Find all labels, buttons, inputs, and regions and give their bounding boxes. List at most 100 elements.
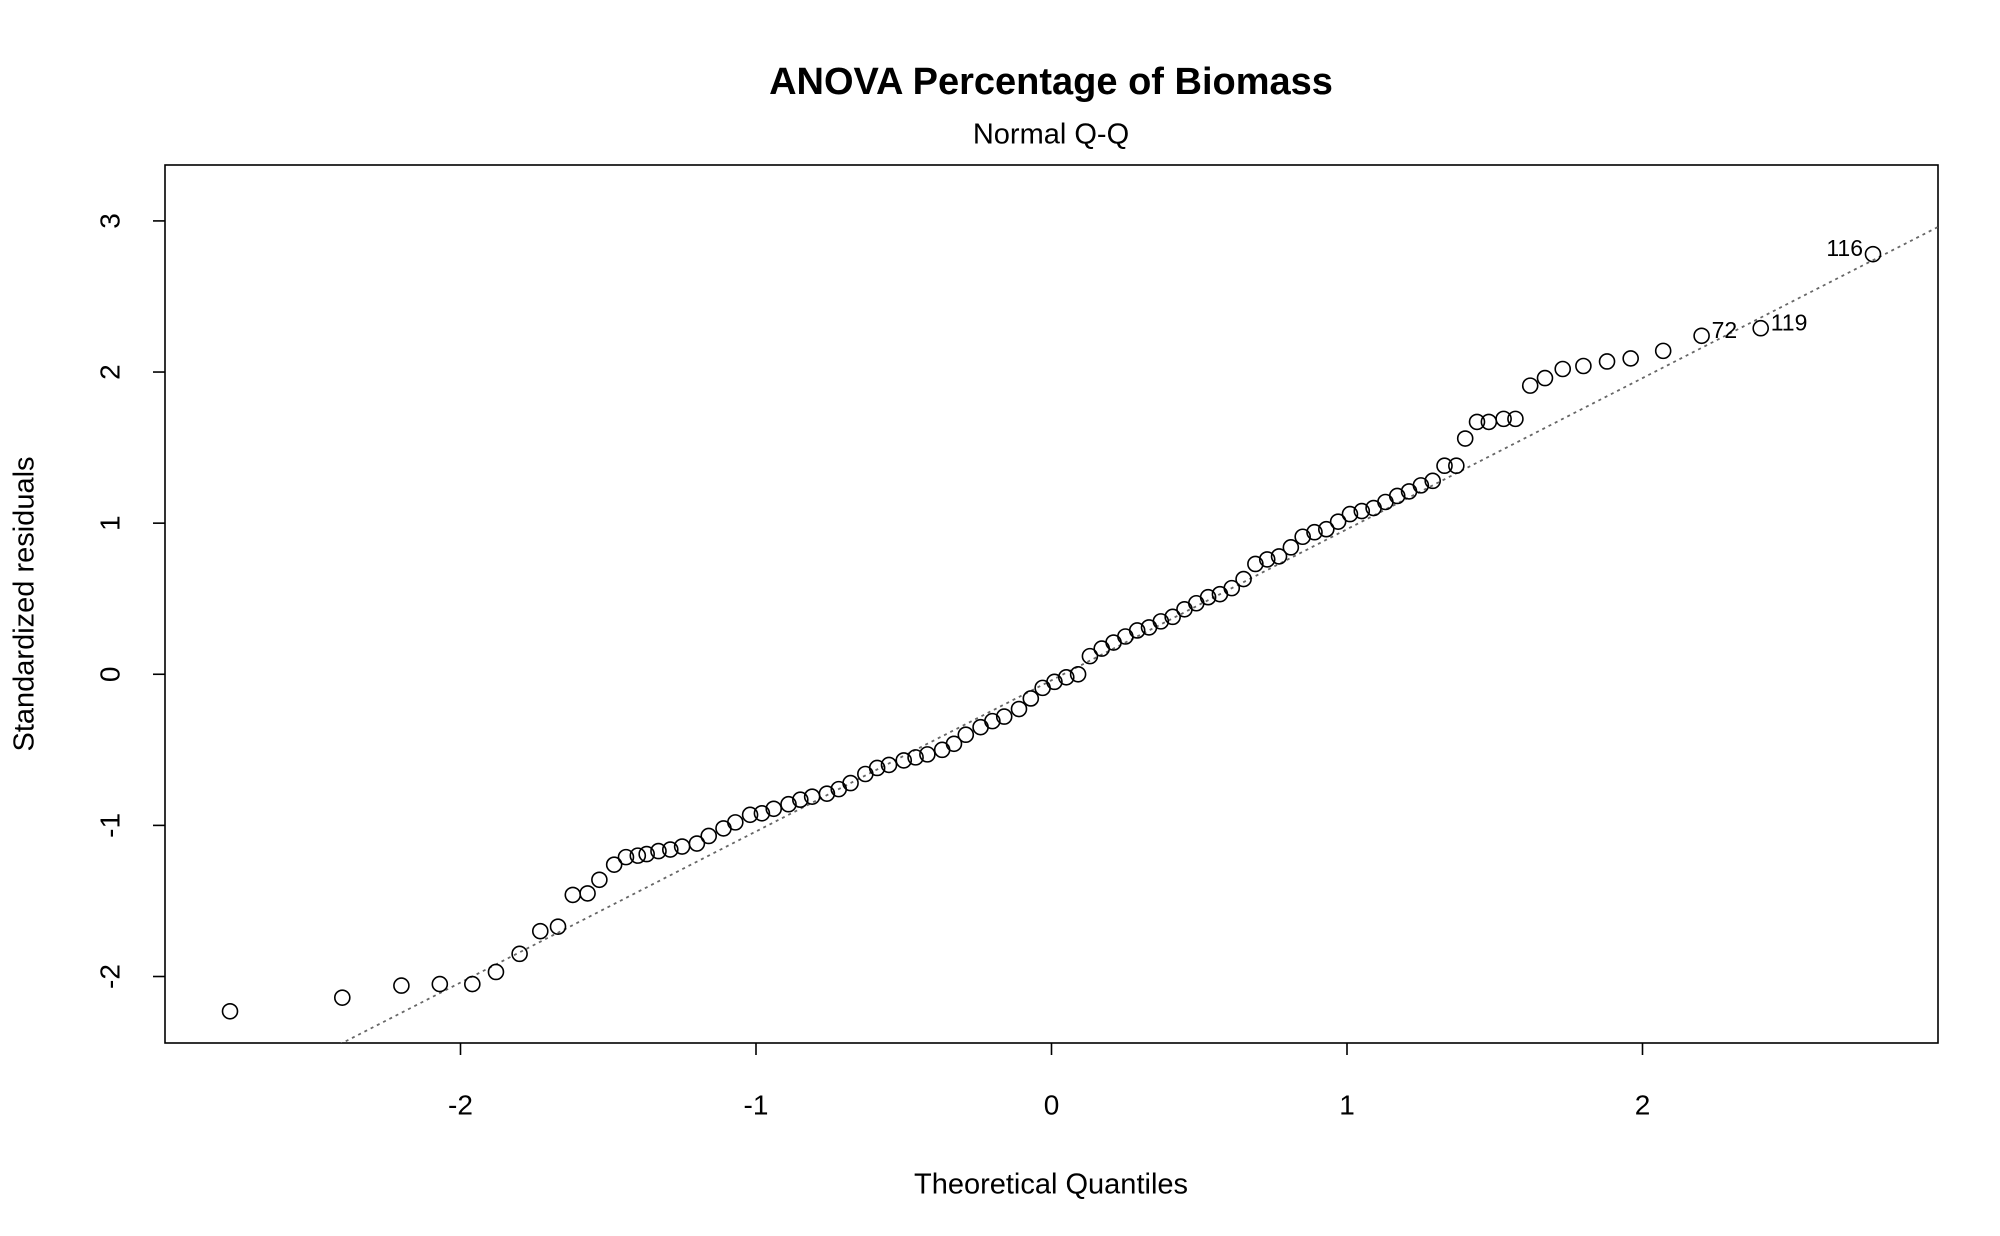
point	[842, 774, 859, 792]
point	[1864, 245, 1882, 263]
point	[727, 814, 744, 831]
point	[1622, 350, 1639, 367]
point	[880, 756, 898, 774]
point	[1521, 377, 1539, 394]
point	[629, 847, 647, 864]
point	[1575, 357, 1592, 375]
point	[1010, 700, 1028, 718]
y-tick-label: 1	[94, 515, 125, 531]
point	[1448, 457, 1465, 475]
point	[1176, 600, 1193, 618]
point	[1128, 622, 1146, 639]
point	[1069, 665, 1087, 683]
point	[1456, 430, 1474, 447]
point	[907, 749, 924, 766]
point	[1536, 369, 1554, 387]
y-tick-label: 0	[94, 666, 125, 682]
point	[753, 804, 771, 822]
point	[765, 800, 783, 818]
point	[617, 848, 635, 866]
point	[1554, 360, 1572, 378]
y-tick-label: 2	[94, 364, 125, 380]
point	[1199, 588, 1217, 606]
x-tick-label: 1	[1339, 1089, 1355, 1120]
point	[1247, 555, 1264, 573]
point	[1495, 410, 1512, 428]
point	[549, 918, 567, 935]
point	[1654, 342, 1672, 360]
point	[662, 841, 679, 858]
point	[431, 975, 449, 993]
x-tick-label: 2	[1635, 1089, 1651, 1120]
point-label: 119	[1771, 309, 1808, 335]
point-label: 116	[1826, 235, 1863, 261]
point	[1022, 690, 1040, 707]
point	[688, 835, 706, 852]
point	[857, 765, 874, 783]
point	[780, 795, 797, 813]
point	[1235, 570, 1252, 588]
point	[1377, 493, 1394, 511]
y-tick-label: 3	[94, 213, 125, 229]
point	[1164, 608, 1181, 626]
point	[984, 712, 1001, 730]
point	[1693, 327, 1710, 345]
point	[1294, 528, 1311, 546]
point	[995, 708, 1013, 725]
point	[221, 1002, 239, 1020]
point	[1258, 551, 1276, 568]
point	[591, 871, 608, 889]
plot-area	[340, 226, 1938, 1043]
point	[741, 806, 759, 824]
point	[393, 977, 410, 994]
point	[1412, 477, 1430, 494]
point	[1436, 457, 1453, 475]
point	[1081, 647, 1099, 665]
point	[1388, 487, 1406, 505]
point	[1507, 410, 1524, 428]
x-tick-label: 0	[1044, 1089, 1060, 1120]
point	[638, 845, 655, 863]
point	[1329, 513, 1347, 530]
point	[792, 791, 809, 808]
point	[1480, 413, 1498, 431]
point	[1282, 539, 1300, 556]
x-axis-label: Theoretical Quantiles	[914, 1169, 1188, 1201]
point	[818, 785, 836, 802]
chart-subtitle: Normal Q-Q	[973, 119, 1129, 151]
point	[868, 759, 886, 777]
plot-frame	[164, 164, 1939, 1044]
point-label: 72	[1712, 317, 1738, 343]
x-tick-label: -2	[448, 1089, 473, 1120]
point	[333, 989, 351, 1006]
point	[1057, 668, 1075, 686]
point	[1152, 613, 1170, 630]
point	[1306, 523, 1323, 541]
point	[650, 842, 667, 860]
y-tick-label: -1	[94, 813, 125, 838]
point	[700, 827, 718, 845]
point	[957, 726, 975, 744]
point	[945, 735, 963, 753]
point	[579, 885, 596, 902]
x-tick-label: -1	[744, 1089, 769, 1120]
point	[487, 963, 505, 981]
point	[1034, 679, 1051, 697]
point	[1341, 505, 1359, 523]
point	[464, 975, 481, 993]
point	[1598, 353, 1616, 370]
point	[1468, 413, 1486, 431]
point	[1318, 520, 1335, 538]
point	[1353, 502, 1371, 520]
chart-title: ANOVA Percentage of Biomass	[769, 61, 1333, 103]
point	[972, 718, 989, 736]
point	[1270, 548, 1288, 565]
point	[605, 856, 623, 873]
point	[895, 752, 913, 769]
point	[1752, 319, 1769, 337]
point	[1046, 673, 1063, 691]
point	[1223, 579, 1241, 597]
point	[1424, 472, 1441, 490]
